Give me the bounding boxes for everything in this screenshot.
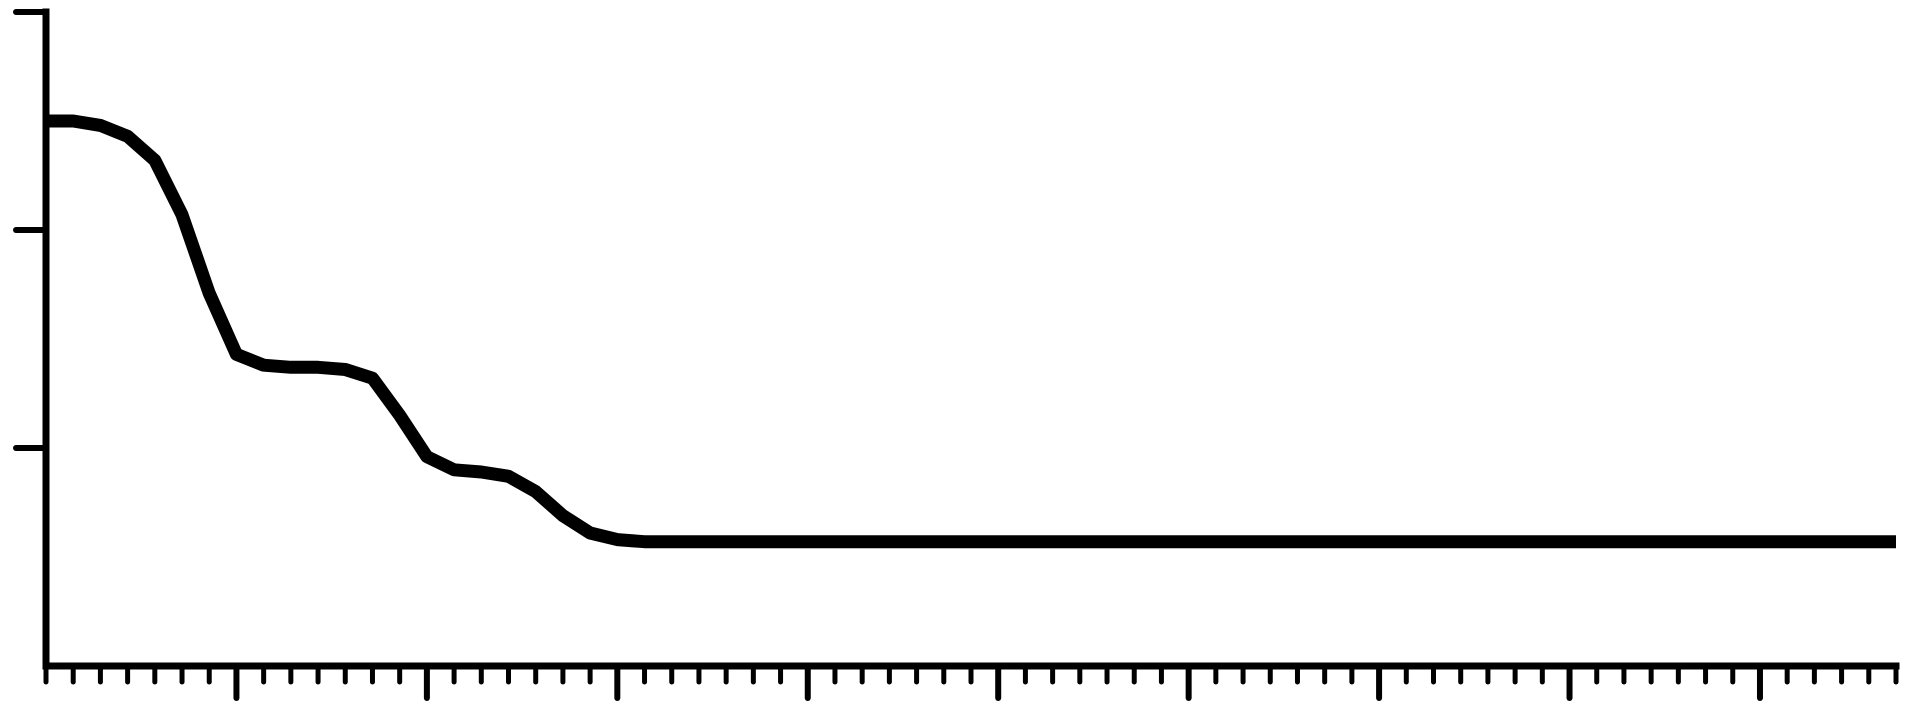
ticks [13, 9, 1899, 701]
series-line-1 [46, 114, 1896, 549]
series [46, 114, 1896, 549]
axes [42, 8, 1900, 670]
